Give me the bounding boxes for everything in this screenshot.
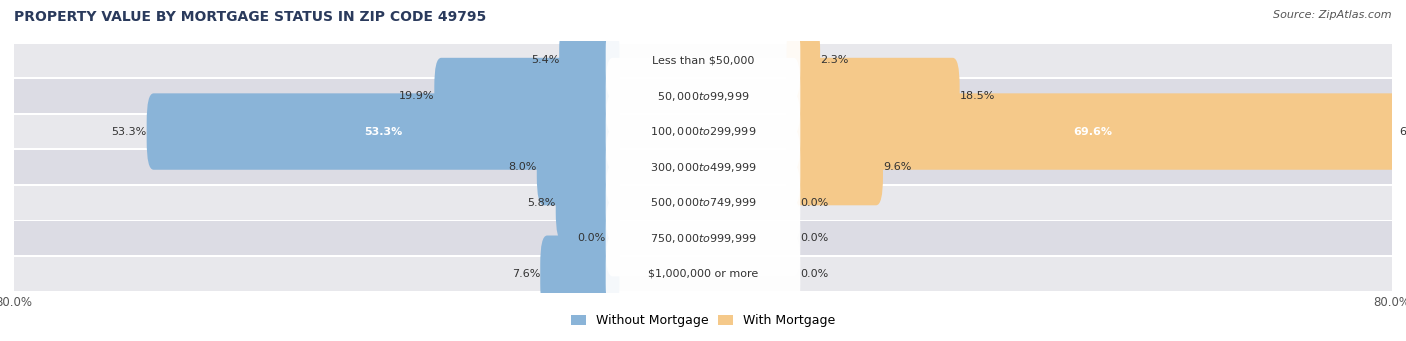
FancyBboxPatch shape [786, 22, 820, 99]
Bar [14, 115, 1392, 148]
Text: 0.0%: 0.0% [800, 233, 828, 243]
FancyBboxPatch shape [606, 200, 800, 276]
Text: 9.6%: 9.6% [883, 162, 911, 172]
FancyBboxPatch shape [606, 22, 800, 99]
Text: 7.6%: 7.6% [512, 269, 540, 279]
FancyBboxPatch shape [606, 164, 800, 241]
Text: 69.6%: 69.6% [1400, 127, 1406, 136]
Text: 19.9%: 19.9% [399, 91, 434, 101]
Text: 2.3%: 2.3% [820, 56, 848, 65]
Bar [14, 221, 1392, 255]
Text: 0.0%: 0.0% [800, 198, 828, 208]
FancyBboxPatch shape [786, 58, 960, 134]
FancyBboxPatch shape [786, 93, 1400, 170]
Text: $100,000 to $299,999: $100,000 to $299,999 [650, 125, 756, 138]
Text: 53.3%: 53.3% [111, 127, 146, 136]
Text: PROPERTY VALUE BY MORTGAGE STATUS IN ZIP CODE 49795: PROPERTY VALUE BY MORTGAGE STATUS IN ZIP… [14, 10, 486, 24]
Bar [14, 186, 1392, 220]
Bar [14, 257, 1392, 291]
FancyBboxPatch shape [540, 236, 620, 312]
Text: $1,000,000 or more: $1,000,000 or more [648, 269, 758, 279]
Text: 5.8%: 5.8% [527, 198, 555, 208]
FancyBboxPatch shape [555, 164, 620, 241]
FancyBboxPatch shape [606, 58, 800, 134]
Text: 18.5%: 18.5% [960, 91, 995, 101]
Text: Source: ZipAtlas.com: Source: ZipAtlas.com [1274, 10, 1392, 20]
Text: Less than $50,000: Less than $50,000 [652, 56, 754, 65]
FancyBboxPatch shape [560, 22, 620, 99]
Text: 5.4%: 5.4% [531, 56, 560, 65]
Legend: Without Mortgage, With Mortgage: Without Mortgage, With Mortgage [565, 309, 841, 332]
FancyBboxPatch shape [146, 93, 620, 170]
Text: $750,000 to $999,999: $750,000 to $999,999 [650, 232, 756, 245]
Text: $50,000 to $99,999: $50,000 to $99,999 [657, 89, 749, 103]
Text: 0.0%: 0.0% [800, 269, 828, 279]
Bar [14, 150, 1392, 184]
FancyBboxPatch shape [606, 93, 800, 170]
Bar [14, 44, 1392, 77]
Text: 53.3%: 53.3% [364, 127, 402, 136]
FancyBboxPatch shape [606, 129, 800, 205]
Text: 69.6%: 69.6% [1074, 127, 1112, 136]
Text: $500,000 to $749,999: $500,000 to $749,999 [650, 196, 756, 209]
Text: 8.0%: 8.0% [509, 162, 537, 172]
FancyBboxPatch shape [786, 129, 883, 205]
FancyBboxPatch shape [537, 129, 620, 205]
FancyBboxPatch shape [606, 236, 800, 312]
Text: 0.0%: 0.0% [578, 233, 606, 243]
FancyBboxPatch shape [434, 58, 620, 134]
Text: $300,000 to $499,999: $300,000 to $499,999 [650, 161, 756, 174]
Bar [14, 79, 1392, 113]
